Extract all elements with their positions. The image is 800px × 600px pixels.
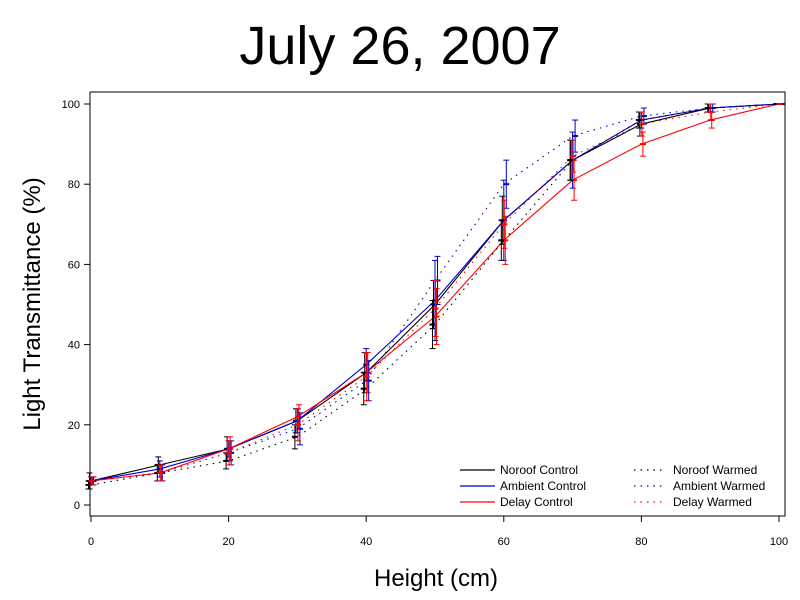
x-axis-label: Height (cm) [374, 565, 498, 592]
legend-label: Delay Control [500, 495, 573, 509]
x-tick-label: 100 [770, 536, 788, 548]
plot-frame [89, 91, 786, 517]
y-tick-label: 40 [68, 340, 80, 352]
x-tick-label: 20 [222, 536, 234, 548]
legend: Noroof Control Ambient Control Delay Contr… [460, 463, 765, 509]
y-axis-label: Light Transmittance (%) [19, 177, 46, 430]
x-tick-label: 60 [498, 536, 510, 548]
error-bar-layer [85, 103, 785, 490]
y-tick-label: 80 [68, 179, 80, 191]
x-tick-label: 40 [360, 536, 372, 548]
y-tick-label: 100 [62, 99, 80, 111]
x-tick-label: 80 [635, 536, 647, 548]
legend-label: Noroof Control [500, 463, 578, 477]
legend-label: Noroof Warmed [673, 463, 757, 477]
y-tick-label: 0 [74, 500, 80, 512]
x-tick-label: 0 [88, 536, 94, 548]
legend-label: Delay Warmed [673, 495, 752, 509]
tick-layer: 0 20 40 60 80 100 0 20 40 60 80 100 [62, 99, 789, 548]
legend-label: Ambient Warmed [673, 479, 765, 493]
y-tick-label: 60 [68, 259, 80, 271]
legend-label: Ambient Control [500, 479, 586, 493]
chart-title: July 26, 2007 [239, 16, 560, 76]
series-line-delay-warmed [90, 103, 780, 482]
y-tick-label: 20 [68, 420, 80, 432]
